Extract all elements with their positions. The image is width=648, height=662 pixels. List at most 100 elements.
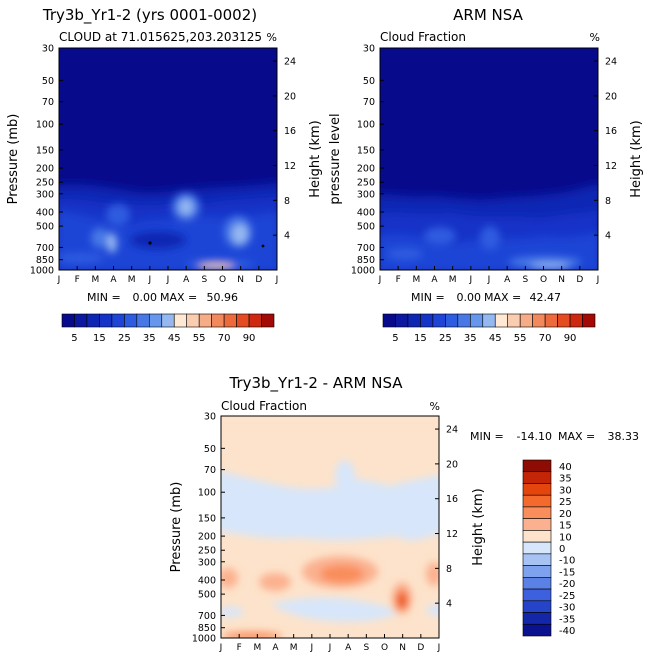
y-tick-label: 850 — [357, 255, 375, 266]
y-tick-label: 150 — [198, 513, 216, 524]
colorbar-label: -15 — [559, 567, 575, 578]
y-right-tick-label: 20 — [446, 459, 458, 470]
colorbar-swatch — [457, 313, 471, 328]
panel-b-min-label: MIN = — [411, 291, 445, 304]
y-tick-label: 850 — [36, 255, 54, 266]
y-tick-label: 300 — [357, 189, 375, 200]
y-right-tick-label: 4 — [446, 599, 452, 610]
panel-b-colorbar: 5 15 25 35 45 55 70 90 — [382, 313, 596, 344]
y-tick-label: 200 — [198, 532, 216, 543]
y-tick-label: 250 — [36, 178, 54, 189]
y-tick-label: 1000 — [192, 634, 216, 645]
colorbar-swatch — [494, 313, 509, 328]
colorbar-swatch — [173, 313, 188, 328]
x-tick-label: A — [110, 275, 117, 285]
y-tick-label: 500 — [198, 590, 216, 601]
y-tick-label: 70 — [42, 97, 54, 108]
colorbar-label: -40 — [559, 626, 575, 637]
panel-b-max-label: MAX = — [484, 291, 521, 304]
y-right-tick-label: 8 — [605, 196, 611, 207]
panel-b-subtitle: Cloud Fraction — [380, 30, 466, 44]
y-tick-label: 50 — [363, 76, 375, 87]
y-right-tick-label: 24 — [284, 57, 296, 68]
y-tick-label: 70 — [204, 465, 216, 476]
panel-b-units: % — [590, 31, 600, 44]
x-tick-label: J — [166, 275, 170, 285]
colorbar-swatch — [522, 612, 552, 625]
colorbar-swatch — [507, 313, 521, 328]
x-tick-label: O — [381, 643, 388, 653]
x-tick-label: F — [237, 643, 242, 653]
colorbar-swatch — [86, 313, 100, 328]
y-right-tick-label: 20 — [605, 91, 617, 102]
x-tick-label: N — [558, 275, 565, 285]
y-tick-label: 100 — [357, 120, 375, 131]
colorbar-label: 5 — [392, 333, 398, 344]
colorbar-swatch — [407, 313, 421, 328]
colorbar-label: 15 — [93, 333, 106, 344]
x-tick-label: J — [437, 643, 441, 653]
y-right-tick-label: 12 — [605, 161, 617, 172]
x-tick-label: O — [540, 275, 547, 285]
x-tick-label: A — [345, 643, 352, 653]
colorbar-swatch — [522, 494, 552, 508]
panel-a-max-value: 50.96 — [207, 291, 239, 304]
x-tick-label: S — [201, 275, 207, 285]
y-tick-label: 700 — [198, 611, 216, 622]
panel-a-title: Try3b_Yr1-2 (yrs 0001-0002) — [42, 6, 257, 25]
colorbar-swatch — [522, 518, 552, 531]
colorbar-swatch — [186, 313, 200, 328]
panel-a-subtitle: CLOUD at 71.015625,203.203125 — [59, 30, 262, 44]
x-tick-label: A — [431, 275, 438, 285]
colorbar-swatch — [482, 313, 496, 328]
colorbar-label: 10 — [559, 532, 572, 543]
y-right-tick-label: 24 — [446, 425, 458, 436]
y-tick-label: 1000 — [351, 266, 375, 277]
panel-a-ylabel-right: Height (km) — [308, 120, 323, 197]
x-tick-label: M — [449, 275, 457, 285]
colorbar-swatch — [522, 553, 552, 566]
panel-c-field — [221, 416, 439, 638]
colorbar-swatch — [522, 530, 552, 543]
colorbar-swatch — [544, 313, 558, 328]
colorbar-label: 45 — [489, 333, 502, 344]
colorbar-label: -20 — [559, 579, 575, 590]
x-tick-label: F — [75, 275, 80, 285]
x-tick-label: J — [596, 275, 600, 285]
colorbar-swatch — [223, 313, 237, 328]
colorbar-swatch — [522, 541, 552, 555]
y-tick-label: 150 — [357, 145, 375, 156]
colorbar-swatch — [99, 313, 113, 328]
colorbar-swatch — [236, 313, 250, 328]
colorbar-label: -35 — [559, 614, 575, 625]
y-tick-label: 300 — [198, 557, 216, 568]
colorbar-label: -30 — [559, 603, 575, 614]
colorbar-label: 30 — [559, 485, 572, 496]
colorbar-swatch — [522, 577, 552, 590]
y-right-tick-label: 16 — [605, 126, 617, 137]
y-tick-label: 500 — [357, 222, 375, 233]
y-tick-label: 200 — [36, 164, 54, 175]
x-tick-label: J — [469, 275, 473, 285]
x-tick-label: M — [91, 275, 99, 285]
colorbar-swatch — [519, 313, 533, 328]
colorbar-swatch — [569, 313, 583, 328]
panel-a-field — [59, 48, 277, 270]
panel-b-title: ARM NSA — [453, 6, 523, 24]
y-tick-label: 250 — [357, 178, 375, 189]
panel-c-title: Try3b_Yr1-2 - ARM NSA — [228, 374, 403, 393]
panel-b-ylabel-right: Height (km) — [629, 120, 644, 197]
x-tick-label: J — [275, 275, 279, 285]
y-right-tick-label: 8 — [446, 564, 452, 575]
x-tick-label: S — [363, 643, 369, 653]
colorbar-swatch — [382, 313, 396, 328]
panel-b-ylabel: pressure level — [328, 113, 343, 204]
colorbar-swatch — [522, 623, 552, 637]
y-right-tick-label: 24 — [605, 57, 617, 68]
colorbar-label: 35 — [559, 474, 572, 485]
colorbar-label: 55 — [514, 333, 527, 344]
panel-a-min-value: 0.00 — [133, 291, 158, 304]
colorbar-label: 25 — [118, 333, 131, 344]
